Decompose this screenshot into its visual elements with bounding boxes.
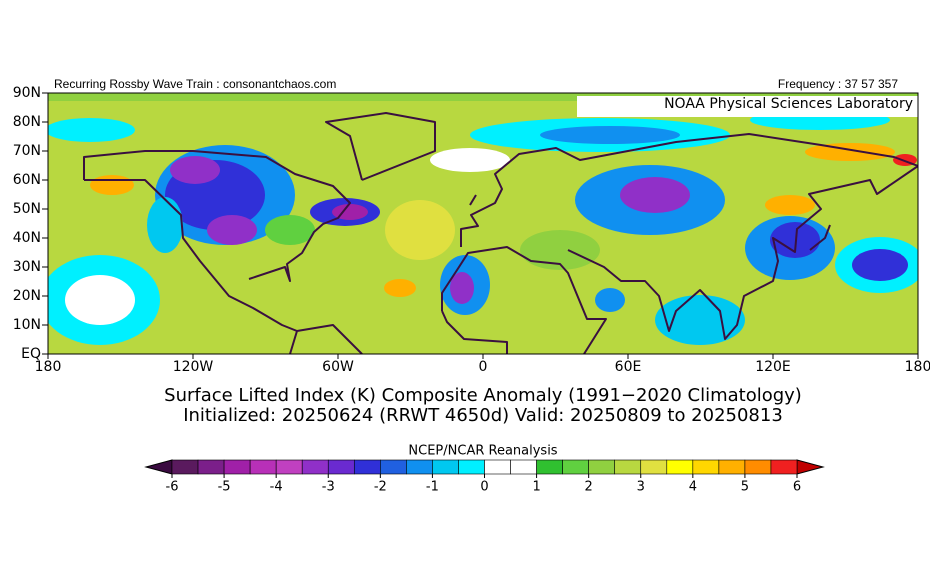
colorbar-box <box>536 459 563 475</box>
lat-label: EQ <box>21 346 41 362</box>
colorbar-box <box>484 459 511 475</box>
lat-label: 50N <box>13 201 41 217</box>
lat-label: 70N <box>13 143 41 159</box>
colorbar-tick-label: -1 <box>426 480 439 495</box>
colorbar-box <box>614 459 642 475</box>
colorbar-tick-label: 5 <box>741 480 749 495</box>
colorbar-box <box>744 459 772 475</box>
lat-label: 80N <box>13 114 41 130</box>
colorbar-tick-label: 3 <box>637 480 645 495</box>
colorbar-box <box>249 459 277 475</box>
colorbar-box <box>666 459 694 475</box>
colorbar-box <box>588 459 616 475</box>
caption-line: Surface Lifted Index (K) Composite Anoma… <box>164 385 802 406</box>
colorbar-tick-label: -5 <box>218 480 231 495</box>
map-field <box>48 93 918 354</box>
colorbar-tick-label: 0 <box>480 480 488 495</box>
colorbar-tick-label: 4 <box>689 480 697 495</box>
lat-label: 90N <box>13 85 41 101</box>
lon-label: 120E <box>755 359 791 375</box>
colorbar-box <box>770 459 798 475</box>
colorbar-box <box>692 459 720 475</box>
lon-label: 60W <box>322 359 354 375</box>
colorbar-under <box>144 459 173 475</box>
colorbar-box <box>171 459 199 475</box>
colorbar-box <box>301 459 329 475</box>
lon-label: 0 <box>479 359 488 375</box>
lat-label: 60N <box>13 172 41 188</box>
colorbar-box <box>406 459 433 475</box>
colorbar-box <box>562 459 589 475</box>
colorbar-box <box>380 459 407 475</box>
colorbar-box <box>640 459 668 475</box>
lat-label: 10N <box>13 317 41 333</box>
colorbar-tick-label: -4 <box>270 480 283 495</box>
colorbar-tick-label: -6 <box>166 480 179 495</box>
colorbar-box <box>197 459 225 475</box>
colorbar-box <box>432 459 459 475</box>
colorbar-tick-label: -2 <box>374 480 387 495</box>
lat-label: 20N <box>13 288 41 304</box>
header-right: Frequency : 37 57 357 <box>778 77 898 91</box>
colorbar-title: NCEP/NCAR Reanalysis <box>408 444 557 459</box>
lon-label: 120W <box>173 359 214 375</box>
header-left: Recurring Rossby Wave Train : consonantc… <box>54 77 336 91</box>
lab-label: NOAA Physical Sciences Laboratory <box>664 96 913 112</box>
colorbar-box <box>510 459 537 475</box>
colorbar-box <box>353 459 381 475</box>
colorbar-tick-label: 2 <box>585 480 593 495</box>
colorbar-over <box>796 459 825 475</box>
lab-box <box>577 96 918 117</box>
lon-label: 180 <box>905 359 930 375</box>
lon-label: 60E <box>615 359 642 375</box>
colorbar-box <box>458 459 485 475</box>
colorbar-box <box>223 459 251 475</box>
colorbar-tick-label: 1 <box>532 480 540 495</box>
caption-line: Initialized: 20250624 (RRWT 4650d) Valid… <box>183 405 783 426</box>
lat-label: 30N <box>13 259 41 275</box>
colorbar-tick-label: 6 <box>793 480 801 495</box>
colorbar-box <box>718 459 746 475</box>
lat-label: 40N <box>13 230 41 246</box>
colorbar-box <box>327 459 355 475</box>
lon-label: 180 <box>35 359 62 375</box>
colorbar-tick-label: -3 <box>322 480 335 495</box>
colorbar-box <box>275 459 303 475</box>
